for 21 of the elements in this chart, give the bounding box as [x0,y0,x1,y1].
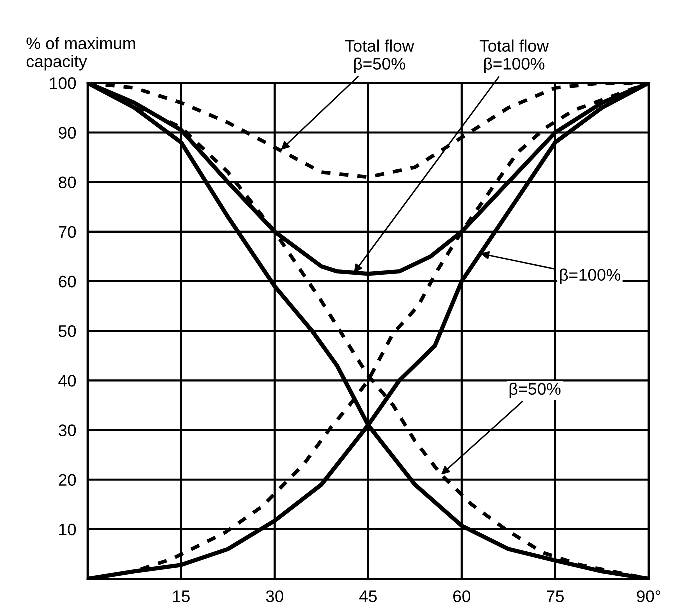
x-tick-label: 30 [266,590,284,602]
y-axis-title: % of maximum capacity [26,37,136,71]
y-tick-label: 100 [50,78,76,90]
y-tick-label: 10 [60,524,76,536]
x-tick-label: 15 [173,590,190,602]
annotation: Total flow β=50% [345,40,414,74]
y-tick-label: 40 [58,375,76,387]
x-tick-label: 75 [547,590,564,602]
y-tick-label: 70 [59,226,76,238]
y-tick-label: 60 [59,276,76,288]
x-tick-label: 60 [454,590,471,602]
x-tick-label: 45 [360,590,377,602]
x-tick-label: 90° [637,590,661,602]
y-tick-label: 90 [59,127,76,139]
y-tick-label: 20 [59,474,76,486]
annotation: β=100% [560,268,621,284]
y-tick-label: 50 [58,326,76,338]
y-tick-label: 80 [58,176,76,189]
annotation: Total flow β=100% [480,40,550,74]
y-tick-label: 30 [58,424,76,436]
annotation: β=50% [510,382,561,398]
